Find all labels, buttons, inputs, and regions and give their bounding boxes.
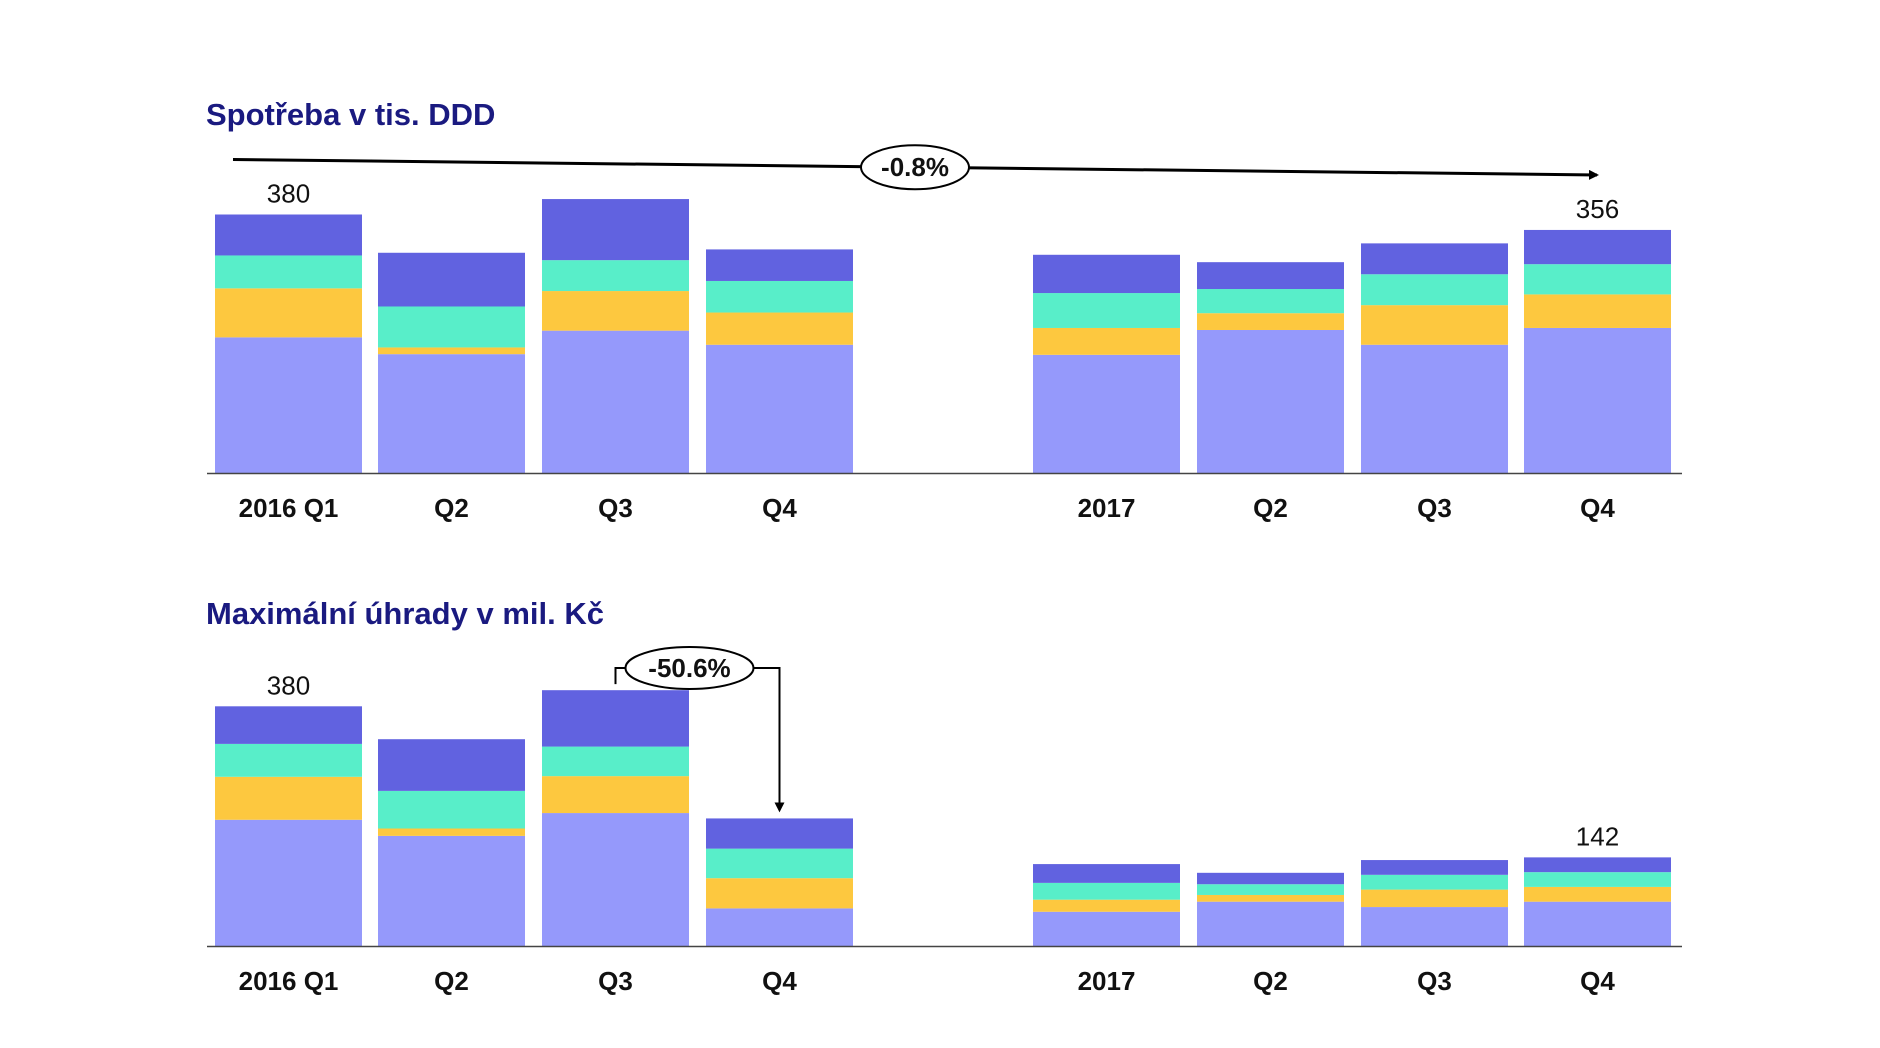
chart-1-bar-2-segment-4 xyxy=(378,252,525,307)
chart-2-bar-7-segment-3 xyxy=(1361,874,1508,890)
chart-1-bar-4-segment-4 xyxy=(706,249,853,281)
chart-2-bar-5-segment-4 xyxy=(1033,864,1180,883)
chart-1-bar-8-segment-3 xyxy=(1524,264,1671,295)
chart-2-change-badge xyxy=(624,646,755,690)
chart-1-bar-3-segment-1 xyxy=(542,330,689,473)
chart-2-bar-4-segment-4 xyxy=(706,818,853,849)
chart-1-bar-3-segment-3 xyxy=(542,260,689,292)
chart-1-x-tick-6: Q2 xyxy=(1253,493,1288,523)
chart-1-bar-5-segment-3 xyxy=(1033,293,1180,328)
chart-2-bar-1-segment-4 xyxy=(215,706,362,744)
chart-2-data-label-1: 380 xyxy=(267,670,310,700)
chart-1-change-label: -0.8% xyxy=(881,152,949,182)
chart-1-x-tick-2: Q2 xyxy=(434,493,469,523)
chart-2-x-tick-5: 2017 xyxy=(1078,966,1136,996)
chart-1-bar-6-segment-3 xyxy=(1197,289,1344,314)
chart-1-bar-2-segment-3 xyxy=(378,306,525,348)
chart-2-bar-1-segment-3 xyxy=(215,743,362,777)
chart-2-bar-6-segment-2 xyxy=(1197,894,1344,902)
chart-2-bar-4-segment-3 xyxy=(706,848,853,879)
chart-1-bar-5-segment-4 xyxy=(1033,254,1180,294)
chart-1-bar-1-segment-3 xyxy=(215,255,362,289)
chart-2-bar-3-segment-2 xyxy=(542,776,689,814)
chart-2-x-tick-4: Q4 xyxy=(762,966,797,996)
chart-1-bar-4-segment-3 xyxy=(706,280,853,313)
chart-2-bar-3-segment-3 xyxy=(542,746,689,777)
chart-2-bar-2-segment-2 xyxy=(378,828,525,836)
chart-2-x-tick-1: 2016 Q1 xyxy=(239,966,339,996)
chart-1-bar-7-segment-3 xyxy=(1361,274,1508,306)
chart-2-data-label-2: 142 xyxy=(1576,821,1619,851)
chart-2-change-label: -50.6% xyxy=(648,653,730,683)
chart-1-bar-6-segment-1 xyxy=(1197,329,1344,473)
chart-2-bar-2-segment-4 xyxy=(378,739,525,791)
chart-2-bar-1-segment-1 xyxy=(215,819,362,946)
chart-2-bar-3-segment-4 xyxy=(542,690,689,747)
chart-2-bar-5-segment-2 xyxy=(1033,899,1180,912)
chart-1-title: Spotřeba v tis. DDD xyxy=(206,97,495,132)
chart-2-bar-3-segment-1 xyxy=(542,813,689,946)
chart-2-bar-8-segment-2 xyxy=(1524,886,1671,902)
chart-1-bar-5-segment-2 xyxy=(1033,327,1180,355)
chart-1-bar-7-segment-1 xyxy=(1361,344,1508,473)
chart-2-x-tick-6: Q2 xyxy=(1253,966,1288,996)
chart-1-bar-3-segment-4 xyxy=(542,199,689,261)
chart-2-bar-6-segment-4 xyxy=(1197,872,1344,885)
chart-2-bar-1-segment-2 xyxy=(215,776,362,820)
chart-2-x-tick-2: Q2 xyxy=(434,966,469,996)
chart-1-x-tick-8: Q4 xyxy=(1580,493,1615,523)
chart-2-title: Maximální úhrady v mil. Kč xyxy=(206,596,604,631)
chart-1-bar-4-segment-2 xyxy=(706,312,853,345)
chart-2-x-tick-7: Q3 xyxy=(1417,966,1452,996)
chart-2-bar-8-segment-3 xyxy=(1524,872,1671,887)
chart-1-bar-1-segment-1 xyxy=(215,337,362,473)
chart-2-bar-7-segment-2 xyxy=(1361,889,1508,908)
chart-2-bar-5-segment-3 xyxy=(1033,882,1180,900)
chart-1-bar-2-segment-1 xyxy=(378,354,525,473)
chart-1-x-tick-3: Q3 xyxy=(598,493,633,523)
chart-1-bar-5-segment-1 xyxy=(1033,354,1180,473)
chart-1-bar-4-segment-1 xyxy=(706,344,853,473)
chart-2-bar-7-segment-1 xyxy=(1361,907,1508,946)
chart-1-x-tick-7: Q3 xyxy=(1417,493,1452,523)
chart-2-bar-6-segment-3 xyxy=(1197,884,1344,895)
chart-1-bar-3-segment-2 xyxy=(542,291,689,331)
chart-1-data-label-1: 380 xyxy=(267,179,310,209)
chart-1-bar-1-segment-4 xyxy=(215,214,362,256)
chart-1-bar-7-segment-4 xyxy=(1361,243,1508,275)
chart-2-bar-8-segment-1 xyxy=(1524,901,1671,946)
chart-2-bar-6-segment-1 xyxy=(1197,901,1344,946)
chart-1-bar-8-segment-1 xyxy=(1524,327,1671,473)
chart-2-bar-2-segment-3 xyxy=(378,790,525,829)
chart-2-bar-8-segment-4 xyxy=(1524,857,1671,873)
chart-2-x-tick-8: Q4 xyxy=(1580,966,1615,996)
chart-2-bar-2-segment-1 xyxy=(378,835,525,946)
chart-1-change-badge xyxy=(860,144,970,191)
chart-2-bar-5-segment-1 xyxy=(1033,911,1180,946)
chart-1-bar-7-segment-2 xyxy=(1361,305,1508,345)
chart-1-data-label-2: 356 xyxy=(1576,194,1619,224)
chart-1-bar-2-segment-2 xyxy=(378,347,525,355)
chart-1-x-tick-1: 2016 Q1 xyxy=(239,493,339,523)
chart-2-bar-7-segment-4 xyxy=(1361,860,1508,875)
chart-2-bar-4-segment-2 xyxy=(706,878,853,909)
chart-2-bar-4-segment-1 xyxy=(706,908,853,946)
chart-1-x-tick-4: Q4 xyxy=(762,493,797,523)
chart-1-bar-6-segment-4 xyxy=(1197,262,1344,290)
chart-1-bar-8-segment-2 xyxy=(1524,294,1671,328)
chart-1-x-tick-5: 2017 xyxy=(1078,493,1136,523)
chart-1-bar-8-segment-4 xyxy=(1524,229,1671,265)
chart-1-bar-1-segment-2 xyxy=(215,288,362,338)
chart-1-bar-6-segment-2 xyxy=(1197,313,1344,330)
chart-2-x-tick-3: Q3 xyxy=(598,966,633,996)
